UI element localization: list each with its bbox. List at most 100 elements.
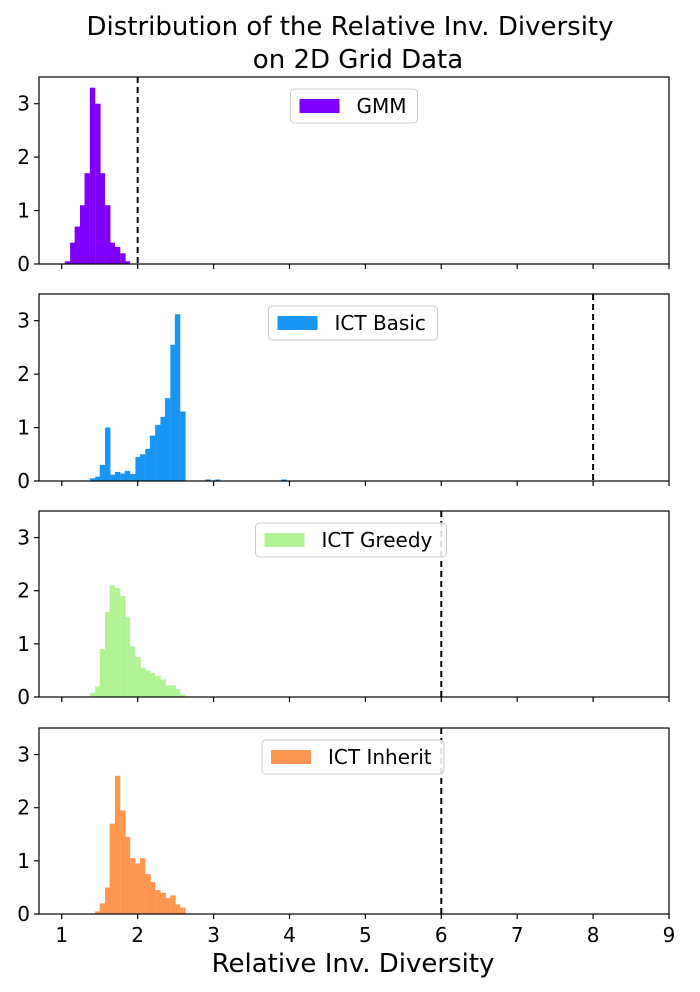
histogram-bar: [135, 863, 141, 914]
histogram-bar: [114, 588, 121, 697]
histogram-bar: [109, 474, 115, 481]
histogram-bar: [139, 858, 146, 914]
chart-title-line-2: on 2D Grid Data: [253, 45, 463, 75]
legend-swatch: [299, 99, 340, 113]
histogram-bar: [130, 646, 136, 697]
histogram-bar: [124, 470, 131, 481]
legend-box: [255, 522, 447, 558]
histogram-bar: [74, 226, 81, 264]
histogram-bar: [120, 596, 126, 697]
axes-frame: [38, 727, 670, 915]
axes-frame: [38, 293, 670, 482]
histogram-bar: [174, 314, 181, 481]
histogram-bar: [215, 479, 221, 481]
y-tick-label: 1: [17, 199, 30, 223]
y-tick-label: 3: [17, 92, 30, 116]
y-tick-label: 1: [17, 632, 30, 656]
axes-frame: [38, 510, 670, 698]
histogram-bar: [114, 246, 121, 264]
y-tick-label: 2: [17, 362, 30, 386]
y-tick-label: 0: [17, 685, 30, 709]
y-tick-label: 0: [17, 252, 30, 276]
histogram-bar: [139, 454, 146, 481]
histogram-bar: [145, 874, 151, 914]
histogram-bar: [89, 87, 96, 264]
x-tick-label: 7: [511, 923, 524, 947]
histogram-bar: [124, 836, 131, 914]
histogram-bar: [155, 890, 161, 914]
histogram-bar: [160, 416, 166, 481]
histogram-bar: [165, 898, 171, 914]
histogram-bar: [124, 261, 131, 264]
y-tick-label: 3: [17, 309, 30, 333]
histogram-bar: [170, 895, 176, 914]
legend-box: [268, 305, 438, 341]
y-tick-label: 2: [17, 796, 30, 820]
histogram-bar: [105, 427, 111, 481]
histogram-bar: [109, 585, 115, 697]
histogram-bar: [95, 103, 101, 265]
histogram-bar: [95, 686, 101, 697]
y-tick-label: 3: [17, 743, 30, 767]
panel-ict-basic: 0 1 2 3 ICT Basic: [17, 293, 670, 493]
x-tick-label: 2: [131, 923, 144, 947]
histogram-bar: [89, 692, 96, 697]
histogram-bar: [105, 611, 111, 697]
legend-box: [261, 739, 445, 775]
histogram-bar: [99, 903, 106, 914]
histogram-bar: [145, 670, 151, 697]
histogram-bar: [114, 471, 121, 481]
histogram-bar: [205, 479, 211, 481]
histogram-bar: [145, 448, 151, 481]
histogram-bar: [70, 242, 76, 264]
histogram-bar: [99, 464, 106, 481]
panel-gmm: 0 1 2 3 GMM: [17, 76, 670, 276]
histogram-bar: [281, 479, 287, 481]
legend-label: ICT Greedy: [322, 528, 433, 552]
legend-box: [290, 88, 418, 124]
y-tick-label: 1: [17, 849, 30, 873]
histogram-bar: [95, 476, 101, 481]
legend-swatch: [277, 316, 318, 330]
histogram-bar: [155, 424, 161, 481]
histogram-bar: [79, 205, 86, 264]
legend-label: ICT Basic: [335, 311, 426, 335]
x-tick-label: 9: [663, 923, 676, 947]
legend-swatch: [264, 533, 305, 547]
y-tick-label: 0: [17, 469, 30, 493]
histogram-bar: [64, 261, 71, 264]
histogram-bar: [165, 685, 171, 697]
legend-label: ICT Inherit: [328, 745, 432, 769]
panel-ict-greedy: 0 1 2 3 ICT Greedy: [17, 510, 670, 709]
y-tick-label: 3: [17, 526, 30, 550]
histogram-bar: [99, 173, 106, 264]
y-tick-label: 2: [17, 145, 30, 169]
histogram-bar: [84, 173, 90, 264]
y-tick-label: 0: [17, 902, 30, 926]
x-tick-label: 5: [359, 923, 372, 947]
histogram-bar: [174, 904, 181, 914]
histogram-bar: [109, 823, 115, 914]
histogram-bar: [165, 398, 171, 481]
histogram-bar: [114, 775, 121, 914]
histogram-bar: [149, 435, 156, 481]
histogram-bar: [130, 474, 136, 481]
histogram-bar: [174, 689, 181, 697]
histogram-bar: [135, 657, 141, 697]
histogram-bar: [120, 810, 126, 914]
chart-title-line-1: Distribution of the Relative Inv. Divers…: [86, 12, 613, 42]
histogram-bar: [95, 911, 101, 914]
histogram-bar: [89, 478, 96, 481]
legend-swatch: [271, 750, 311, 764]
histogram-bar: [149, 882, 156, 914]
histogram-bar: [120, 473, 126, 481]
histogram-bar: [135, 456, 141, 481]
histogram-bar: [105, 205, 111, 264]
legend-label: GMM: [357, 94, 407, 118]
histogram-bar: [120, 253, 126, 264]
x-tick-label: 6: [435, 923, 448, 947]
histogram-bar: [155, 675, 161, 697]
x-tick-label: 4: [283, 923, 296, 947]
histogram-bar: [130, 858, 136, 914]
